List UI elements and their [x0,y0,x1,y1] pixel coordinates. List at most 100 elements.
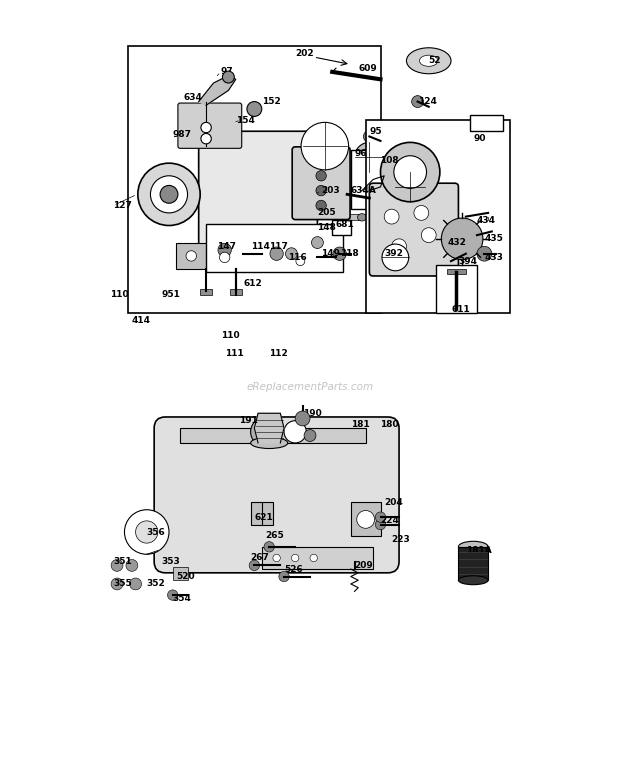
Circle shape [219,253,230,263]
Circle shape [160,185,178,203]
Circle shape [412,95,423,107]
Text: 432: 432 [447,238,466,247]
Text: 526: 526 [284,565,303,574]
Text: 96: 96 [355,149,367,158]
Bar [336,198,370,206]
Text: 149: 149 [321,249,340,258]
FancyBboxPatch shape [178,103,242,149]
Text: 414: 414 [132,316,151,325]
Bar [177,242,310,268]
Circle shape [301,122,348,170]
Circle shape [382,244,409,271]
Text: 204: 204 [384,498,403,507]
Text: 111: 111 [224,350,244,358]
Text: 97: 97 [221,67,234,77]
Circle shape [414,206,429,221]
Text: 117: 117 [269,242,288,251]
Ellipse shape [358,213,366,221]
Text: 112: 112 [269,350,288,358]
Text: 356: 356 [147,528,166,536]
Text: 634: 634 [184,93,203,102]
Circle shape [304,429,316,442]
Text: 181A: 181A [466,546,492,555]
Circle shape [296,256,305,266]
Text: 116: 116 [288,253,306,262]
Text: 181: 181 [351,420,370,429]
Text: 634A: 634A [351,186,377,196]
Text: 611: 611 [451,305,470,314]
Text: 987: 987 [173,131,192,139]
Circle shape [375,512,386,522]
Text: 265: 265 [265,531,284,540]
Bar [458,547,488,580]
Text: 180: 180 [381,420,399,429]
Text: 190: 190 [303,409,321,418]
Circle shape [311,237,324,249]
Text: 681: 681 [336,220,355,228]
Text: 355: 355 [113,579,132,588]
Circle shape [167,590,178,601]
Text: 433: 433 [484,253,503,262]
Text: 110: 110 [221,331,239,340]
Circle shape [284,421,306,443]
Circle shape [356,511,374,529]
Circle shape [218,243,231,256]
FancyBboxPatch shape [154,417,399,573]
Text: 114: 114 [250,242,270,251]
Ellipse shape [407,48,451,74]
Circle shape [249,560,260,571]
Text: 90: 90 [473,135,485,143]
Text: 434: 434 [477,216,496,224]
Circle shape [396,172,425,202]
Bar [469,115,503,131]
Text: 127: 127 [113,201,132,210]
Text: 223: 223 [392,535,410,544]
Text: 203: 203 [321,186,340,196]
Text: 267: 267 [250,554,270,562]
Bar [447,269,466,274]
Bar [262,547,373,569]
Bar [173,567,188,580]
Text: 394: 394 [458,256,477,266]
Text: 621: 621 [254,513,273,522]
Ellipse shape [420,56,438,66]
Text: 392: 392 [384,249,403,258]
Text: 154: 154 [236,116,255,124]
Circle shape [392,239,407,253]
Circle shape [310,554,317,561]
Circle shape [477,246,492,261]
Circle shape [295,411,310,426]
Text: 351: 351 [113,558,132,566]
Bar [180,428,366,443]
Bar [206,224,343,272]
Text: 191: 191 [239,416,259,425]
FancyBboxPatch shape [292,147,350,220]
Text: 110: 110 [110,290,128,299]
Text: 152: 152 [262,97,280,106]
Text: 224: 224 [381,516,399,526]
Circle shape [264,542,275,552]
Circle shape [273,554,280,561]
Text: 951: 951 [162,290,180,299]
Circle shape [111,559,123,572]
Bar [128,46,381,313]
Text: 202: 202 [295,48,314,58]
Bar [351,150,440,209]
Text: 609: 609 [358,63,377,73]
Circle shape [279,572,289,582]
Text: 124: 124 [418,97,436,106]
Text: 209: 209 [355,561,373,570]
Text: 353: 353 [162,558,180,566]
Circle shape [247,102,262,117]
Circle shape [130,578,141,590]
FancyBboxPatch shape [198,131,317,250]
Circle shape [126,559,138,572]
Circle shape [333,247,347,260]
Text: 205: 205 [317,208,336,217]
Circle shape [441,218,483,260]
Text: 612: 612 [243,279,262,288]
Bar [336,214,362,221]
Bar [436,265,477,313]
FancyBboxPatch shape [370,183,458,276]
Bar [250,502,273,525]
